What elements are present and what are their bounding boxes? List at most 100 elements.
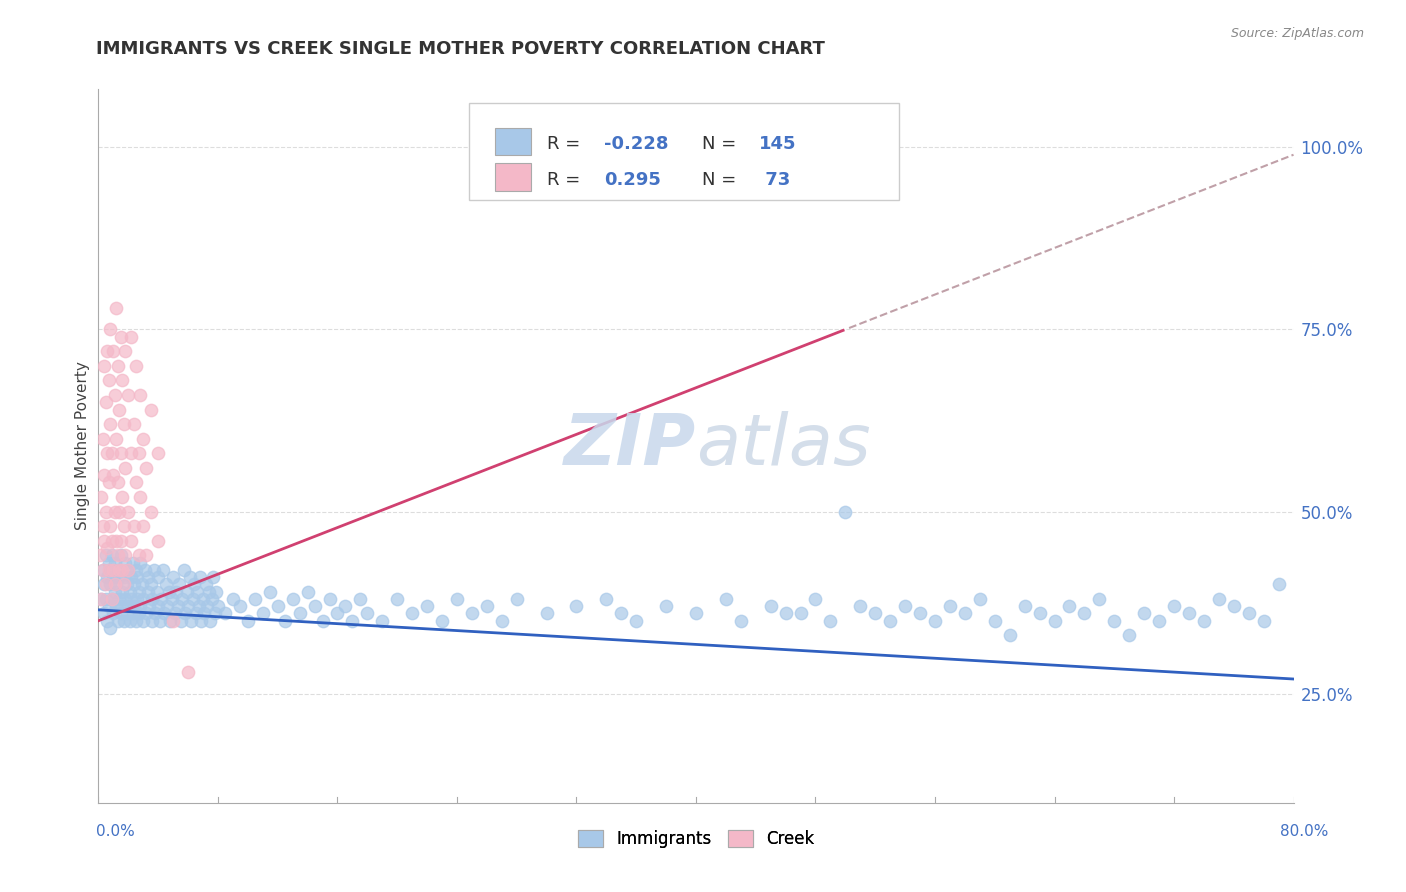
Point (105, 533, 128, 548)
Point (108, 504, 131, 518)
Point (93, 533, 115, 548)
Text: IMMIGRANTS VS CREEK SINGLE MOTHER POVERTY CORRELATION CHART: IMMIGRANTS VS CREEK SINGLE MOTHER POVERT… (96, 40, 824, 58)
Point (1028, 607, 1050, 621)
Y-axis label: Single Mother Poverty: Single Mother Poverty (75, 361, 90, 531)
Point (169, 614, 191, 628)
Point (104, 556, 127, 570)
Text: R =: R = (547, 136, 585, 153)
Point (136, 570, 159, 584)
Point (1104, 614, 1126, 628)
Point (626, 614, 648, 628)
Point (128, 548, 150, 562)
Point (304, 599, 326, 614)
Point (908, 607, 931, 621)
Point (148, 446, 170, 460)
Point (1237, 607, 1260, 621)
Point (114, 548, 136, 562)
Point (118, 584, 141, 599)
Text: 0.0%: 0.0% (96, 824, 135, 838)
Point (141, 614, 163, 628)
Point (214, 607, 236, 621)
Point (789, 607, 811, 621)
Point (129, 388, 152, 402)
Point (267, 599, 290, 614)
Point (112, 577, 135, 591)
Point (190, 614, 212, 628)
Point (371, 614, 394, 628)
Point (114, 591, 136, 606)
Point (186, 584, 208, 599)
Point (924, 614, 946, 628)
Point (105, 301, 128, 315)
Point (96, 446, 118, 460)
Point (108, 570, 131, 584)
Point (536, 607, 558, 621)
Point (111, 599, 134, 614)
Point (110, 548, 132, 562)
Point (184, 607, 207, 621)
Point (759, 599, 782, 614)
Point (108, 402, 131, 417)
Point (1208, 591, 1230, 606)
Point (94, 548, 117, 562)
Point (204, 607, 226, 621)
Point (97, 475, 120, 490)
Point (1059, 599, 1081, 614)
Point (655, 599, 678, 614)
Point (207, 599, 229, 614)
Point (121, 607, 143, 621)
Point (104, 584, 127, 599)
Point (349, 591, 371, 606)
Point (117, 388, 139, 402)
Point (114, 460, 136, 475)
Point (177, 599, 200, 614)
Point (201, 591, 224, 606)
Text: atlas: atlas (696, 411, 870, 481)
Point (120, 446, 142, 460)
Point (128, 446, 150, 460)
Point (326, 607, 349, 621)
Point (94, 395, 117, 409)
FancyBboxPatch shape (495, 163, 531, 191)
Point (730, 614, 752, 628)
Point (120, 570, 142, 584)
Point (139, 577, 162, 591)
Point (288, 607, 311, 621)
Point (131, 577, 153, 591)
Point (297, 584, 319, 599)
Point (108, 563, 131, 577)
Point (1163, 599, 1185, 614)
Point (176, 584, 198, 599)
Point (969, 591, 991, 606)
Point (245, 591, 267, 606)
Point (953, 607, 976, 621)
Point (136, 584, 159, 599)
Point (173, 563, 195, 577)
Point (177, 665, 200, 679)
Legend: Immigrants, Creek: Immigrants, Creek (571, 823, 821, 855)
Point (117, 599, 139, 614)
Point (124, 577, 146, 591)
Point (103, 563, 125, 577)
Point (139, 402, 162, 417)
Point (1192, 614, 1215, 628)
Text: 80.0%: 80.0% (1281, 824, 1329, 838)
Point (107, 548, 129, 562)
Text: N =: N = (702, 136, 742, 153)
Point (183, 577, 205, 591)
Point (129, 490, 152, 504)
Point (96, 570, 118, 584)
Point (167, 577, 190, 591)
Point (222, 591, 245, 606)
Point (135, 460, 157, 475)
Point (120, 591, 142, 606)
Point (90, 490, 112, 504)
Point (105, 432, 128, 446)
Text: 0.295: 0.295 (605, 171, 661, 189)
Point (834, 504, 856, 518)
Point (565, 599, 588, 614)
Point (163, 607, 186, 621)
Point (96, 614, 118, 628)
Point (252, 607, 274, 621)
Point (139, 504, 162, 518)
